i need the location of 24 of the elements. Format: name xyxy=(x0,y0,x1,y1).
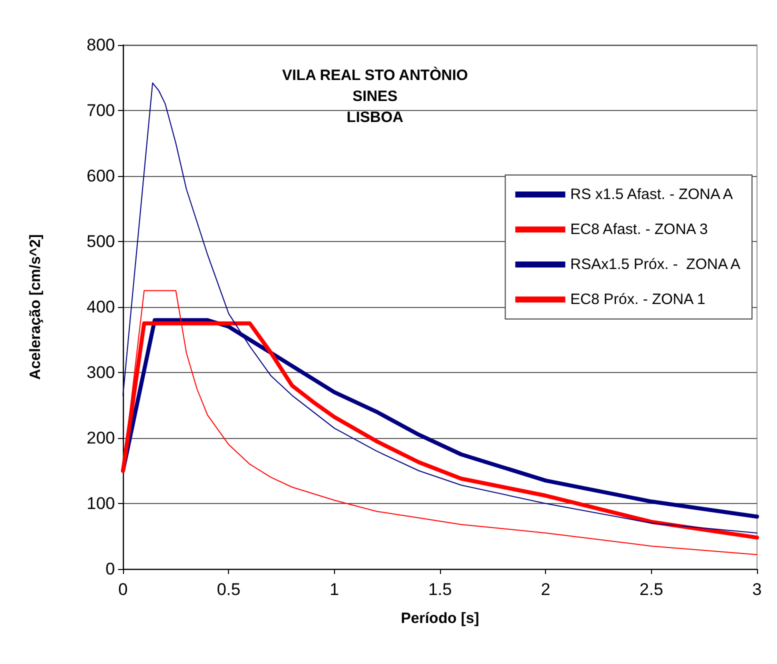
y-tick-label: 400 xyxy=(86,298,115,316)
x-tick-label: 3 xyxy=(752,580,762,599)
x-axis-title: Período [s] xyxy=(400,610,480,627)
legend-label: RS x1.5 Afast. - ZONA A xyxy=(570,186,733,203)
y-tick-label: 300 xyxy=(86,363,115,382)
y-tick-label: 700 xyxy=(86,101,115,120)
legend-label: EC8 Próx. - ZONA 1 xyxy=(570,291,706,308)
y-axis-title: Aceleração [cm/s^2] xyxy=(27,234,44,380)
y-tick-label: 600 xyxy=(86,166,115,186)
x-tick-label: 0.5 xyxy=(216,580,240,599)
y-tick-label: 200 xyxy=(86,428,115,448)
legend-label: EC8 Afast. - ZONA 3 xyxy=(570,221,708,238)
y-tick-label: 0 xyxy=(106,560,115,578)
y-tick-label: 500 xyxy=(86,232,115,251)
x-tick-label: 2 xyxy=(540,580,550,599)
y-tick-label: 800 xyxy=(86,36,115,54)
x-tick-label: 1 xyxy=(330,580,340,599)
legend-label: RSAx1.5 Próx. - ZONA A xyxy=(570,256,740,273)
x-tick-label: 0 xyxy=(118,580,128,599)
x-tick-label: 1.5 xyxy=(428,580,452,599)
y-tick-label: 100 xyxy=(86,494,115,513)
line-series xyxy=(122,82,758,534)
x-tick-label: 2.5 xyxy=(640,580,664,599)
text: VILA REAL STO ANTÒNIO SINES LISBOA xyxy=(282,66,468,126)
